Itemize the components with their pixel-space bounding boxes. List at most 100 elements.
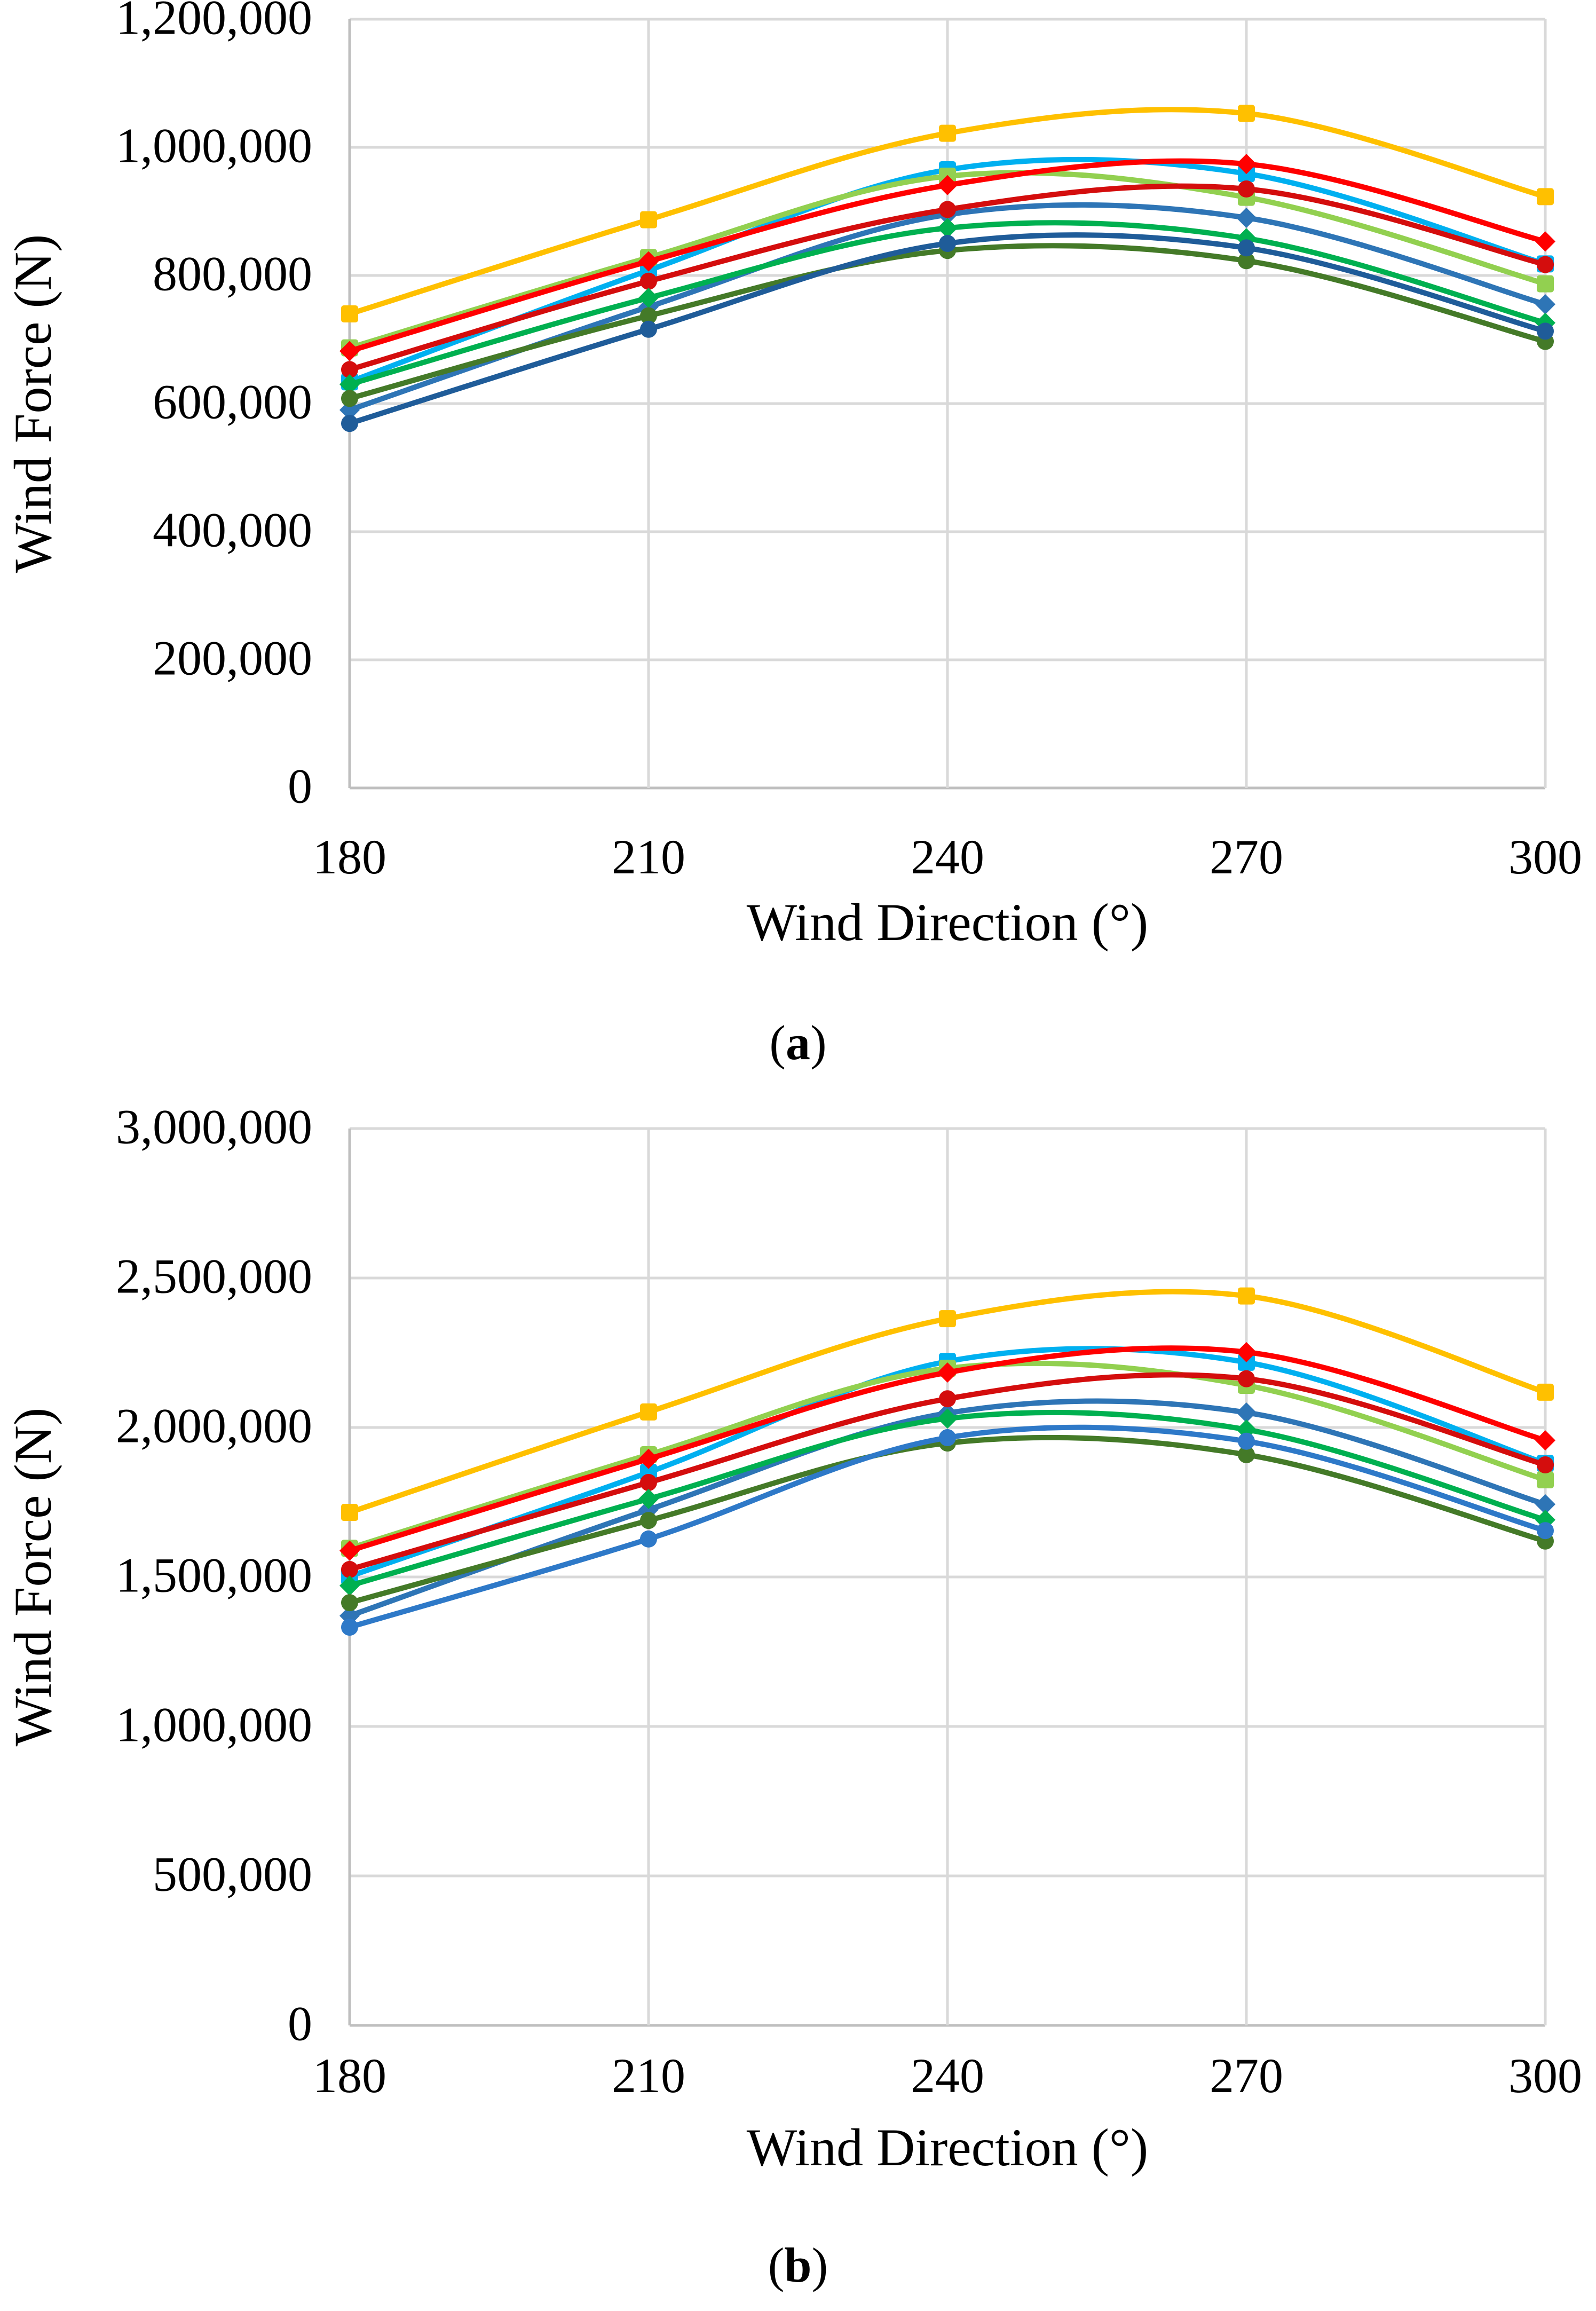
chart-a-y-tick-labels: 0 200,000 400,000 600,000 800,000 1,000,000 1,… — [0, 0, 312, 2311]
marker-dark-blue-circle — [1537, 322, 1554, 340]
marker-dark-green-circle — [1238, 1446, 1255, 1463]
chart-a-y-tick-label: 800,000 — [153, 246, 312, 301]
chart-a-x-tick-label: 180 — [313, 830, 386, 884]
chart-b-y-tick-label: 0 — [288, 1996, 312, 2051]
chart-a-caption-open: ( — [769, 1015, 786, 1070]
chart-b-plot-area — [339, 1127, 1555, 2027]
marker-blue-circle — [1537, 1522, 1554, 1540]
marker-green-diamond — [638, 1488, 659, 1509]
marker-dark-green-circle — [640, 307, 657, 325]
marker-yellow-square — [1238, 105, 1255, 122]
marker-red-circle — [1537, 256, 1554, 273]
chart-a-caption: (a) — [769, 1018, 826, 1067]
chart-a-y-tick-label: 600,000 — [153, 374, 312, 429]
marker-dark-blue-circle — [341, 415, 358, 432]
chart-a-x-tick-label: 240 — [911, 830, 984, 884]
marker-blue-circle — [939, 1429, 956, 1447]
marker-green-diamond — [638, 288, 659, 308]
marker-light-green-square — [1537, 1471, 1554, 1488]
chart-b-caption-open: ( — [768, 2238, 785, 2292]
marker-red-circle — [341, 1561, 358, 1578]
marker-red-circle — [341, 361, 358, 378]
marker-yellow-square — [341, 305, 358, 322]
chart-b-y-tick-label: 3,000,000 — [116, 1099, 312, 1154]
chart-b-x-tick-label: 180 — [313, 2048, 386, 2103]
chart-a-x-tick-label: 300 — [1508, 830, 1582, 884]
chart-a-x-axis-title: Wind Direction (°) — [746, 893, 1149, 952]
marker-dark-green-circle — [1238, 252, 1255, 270]
marker-yellow-square — [1537, 188, 1554, 206]
marker-cyan-square — [1238, 1353, 1255, 1371]
chart-b-y-tick-label: 2,000,000 — [116, 1398, 312, 1453]
chart-a-caption-letter: a — [786, 1015, 810, 1070]
marker-dark-blue-circle — [640, 320, 657, 338]
marker-red-circle — [1238, 1370, 1255, 1387]
marker-dark-green-circle — [341, 1594, 358, 1612]
marker-light-green-square — [1537, 275, 1554, 293]
marker-red-diamond — [1535, 1430, 1555, 1451]
marker-blue-diamond — [1535, 294, 1555, 314]
marker-yellow-square — [1238, 1287, 1255, 1305]
marker-red-circle — [939, 1390, 956, 1408]
chart-a-y-tick-label: 200,000 — [153, 630, 312, 685]
marker-green-diamond — [937, 1408, 958, 1429]
marker-blue-circle — [640, 1530, 657, 1548]
marker-blue-diamond — [1236, 208, 1257, 228]
chart-a-x-tick-label: 270 — [1210, 830, 1283, 884]
marker-blue-circle — [341, 1619, 358, 1636]
chart-a-y-tick-label: 0 — [288, 759, 312, 814]
chart-b-caption: (b) — [768, 2241, 828, 2290]
chart-b-x-axis-title: Wind Direction (°) — [746, 2118, 1149, 2177]
marker-red-diamond — [339, 341, 360, 361]
marker-red-diamond — [1236, 1342, 1257, 1362]
marker-red-circle — [1537, 1456, 1554, 1473]
marker-blue-diamond — [1535, 1494, 1555, 1515]
marker-red-diamond — [638, 1448, 659, 1469]
marker-blue-circle — [1238, 1432, 1255, 1450]
marker-dark-blue-circle — [939, 235, 956, 252]
marker-red-diamond — [1236, 154, 1257, 175]
chart-a-y-tick-label: 1,000,000 — [116, 118, 312, 173]
marker-red-circle — [640, 272, 657, 290]
chart-b-y-tick-label: 500,000 — [153, 1847, 312, 1902]
marker-yellow-square — [640, 211, 657, 228]
marker-yellow-square — [939, 1310, 956, 1328]
chart-b-y-tick-label: 2,500,000 — [116, 1249, 312, 1304]
marker-green-diamond — [937, 218, 958, 239]
chart-b-y-tick-labels: 0 500,000 1,000,000 1,500,000 2,000,000 2,500… — [0, 0, 312, 2311]
marker-red-diamond — [1535, 231, 1555, 252]
marker-red-diamond — [937, 175, 958, 195]
marker-yellow-square — [341, 1504, 358, 1521]
chart-b-x-tick-label: 210 — [612, 2048, 685, 2103]
marker-dark-green-circle — [640, 1512, 657, 1529]
chart-b-x-tick-label: 240 — [911, 2048, 984, 2103]
chart-a-plot-area — [339, 18, 1555, 790]
marker-dark-green-circle — [341, 390, 358, 407]
marker-red-diamond — [937, 1362, 958, 1383]
marker-blue-diamond — [1236, 1402, 1257, 1423]
chart-b-caption-close: ) — [811, 2238, 828, 2292]
marker-red-circle — [939, 201, 956, 218]
marker-green-diamond — [339, 374, 360, 395]
chart-b-x-tick-label: 270 — [1210, 2048, 1283, 2103]
chart-b-y-tick-label: 1,500,000 — [116, 1548, 312, 1603]
marker-red-diamond — [638, 251, 659, 272]
chart-a-x-tick-label: 210 — [612, 830, 685, 884]
marker-yellow-square — [640, 1403, 657, 1421]
marker-red-diamond — [339, 1540, 360, 1561]
marker-yellow-square — [1537, 1383, 1554, 1401]
chart-b-caption-letter: b — [784, 2238, 812, 2292]
chart-a-y-tick-label: 1,200,000 — [116, 0, 312, 45]
chart-a-y-tick-label: 400,000 — [153, 502, 312, 557]
marker-yellow-square — [939, 124, 956, 142]
chart-b-y-axis-title: Wind Force (N) — [3, 1407, 62, 1747]
chart-b-x-tick-label: 300 — [1508, 2048, 1582, 2103]
chart-a-caption-close: ) — [810, 1015, 827, 1070]
marker-green-diamond — [339, 1575, 360, 1596]
marker-red-circle — [1238, 180, 1255, 198]
marker-red-circle — [640, 1474, 657, 1492]
chart-b-y-tick-label: 1,000,000 — [116, 1697, 312, 1752]
marker-dark-blue-circle — [1238, 239, 1255, 257]
